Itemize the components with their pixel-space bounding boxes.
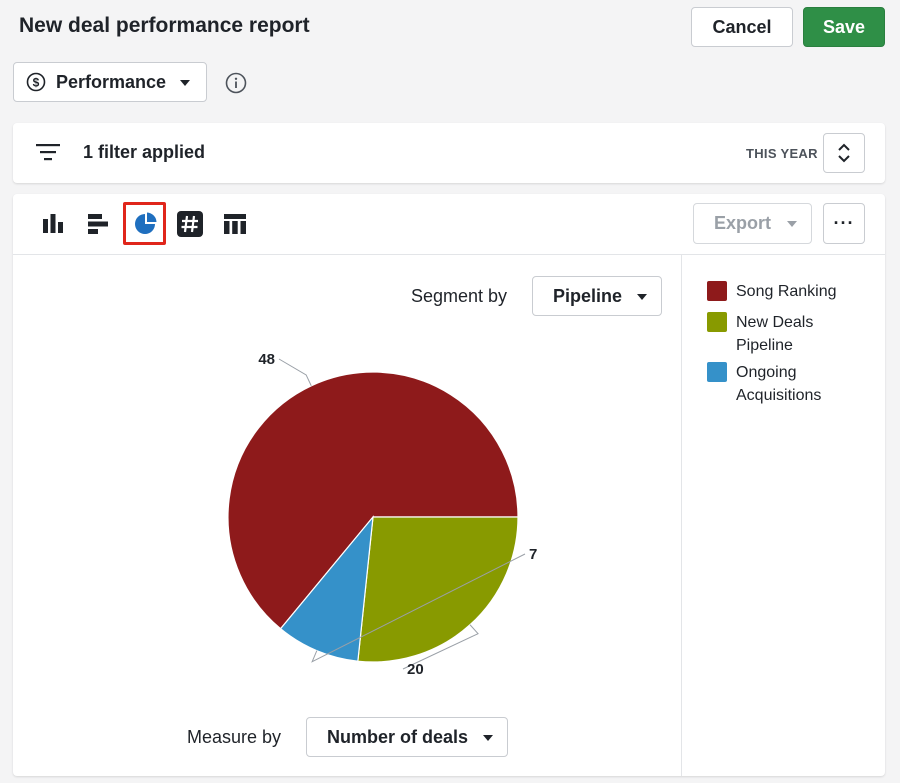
pie-chart-type[interactable] [123, 202, 166, 245]
slice-leader-line [311, 553, 526, 663]
pie-slice[interactable] [227, 371, 519, 630]
export-button[interactable]: Export [693, 203, 812, 244]
bar-chart-type[interactable] [80, 206, 116, 242]
chevron-down-icon [637, 294, 647, 300]
svg-text:$: $ [33, 76, 40, 90]
table-icon [224, 214, 246, 234]
slice-value-label: 20 [407, 661, 424, 678]
segment-by-label: Segment by [411, 286, 508, 306]
legend-label: Song Ranking [736, 283, 837, 300]
legend-label: New Deals Pipeline [736, 314, 814, 354]
pie-slice[interactable] [357, 516, 519, 663]
legend-item[interactable]: Ongoing Acquisitions [707, 361, 846, 407]
segment-by-select[interactable]: Pipeline [532, 276, 662, 316]
number-chart-type[interactable] [172, 206, 208, 242]
save-button[interactable]: Save [803, 7, 885, 47]
legend-swatch [707, 362, 727, 382]
period-selector-button[interactable] [823, 133, 865, 173]
bar-chart-icon [88, 214, 108, 234]
slice-leader-line [402, 624, 479, 670]
legend-swatch [707, 312, 727, 332]
number-icon [177, 211, 203, 237]
filter-bar: 1 filter applied THIS YEAR [13, 123, 885, 183]
chart-toolbar: Export ··· [13, 194, 885, 255]
chart-panel: Export ··· Segment by Pipeline 48 20 7 Mea… [13, 194, 885, 776]
export-label: Export [714, 213, 772, 233]
pie-chart-icon [134, 212, 156, 234]
dollar-circle-icon: $ [26, 72, 46, 92]
period-label: THIS YEAR [746, 146, 818, 161]
chevron-down-icon [483, 735, 493, 741]
filter-summary[interactable]: 1 filter applied [83, 142, 206, 162]
report-type-label: Performance [56, 71, 167, 92]
more-options-button[interactable]: ··· [823, 203, 865, 244]
pie-slice[interactable] [279, 515, 374, 662]
chevron-down-icon [180, 80, 190, 86]
legend-label: Ongoing Acquisitions [736, 364, 822, 404]
chevron-down-icon [787, 221, 797, 227]
legend-item[interactable]: Song Ranking [707, 280, 846, 303]
segment-by-value: Pipeline [553, 285, 623, 306]
cancel-button[interactable]: Cancel [691, 7, 793, 47]
report-type-select[interactable]: $ Performance [13, 62, 207, 102]
slice-value-label: 48 [258, 351, 275, 368]
info-icon[interactable] [225, 72, 247, 94]
slice-value-label: 7 [529, 546, 537, 563]
pie-chart: 48 20 7 [227, 351, 537, 678]
slice-leader-line [278, 358, 312, 387]
chevron-up-down-icon [838, 143, 850, 163]
table-chart-type[interactable] [217, 206, 253, 242]
page-title: New deal performance report [19, 14, 310, 37]
measure-by-value: Number of deals [327, 726, 469, 747]
legend-item[interactable]: New Deals Pipeline [707, 311, 846, 357]
measure-by-label: Measure by [187, 727, 282, 747]
filter-icon[interactable] [35, 141, 61, 163]
legend-swatch [707, 281, 727, 301]
legend-divider [681, 255, 682, 776]
measure-by-select[interactable]: Number of deals [306, 717, 508, 757]
column-chart-icon [43, 214, 63, 233]
column-chart-type[interactable] [35, 206, 71, 242]
